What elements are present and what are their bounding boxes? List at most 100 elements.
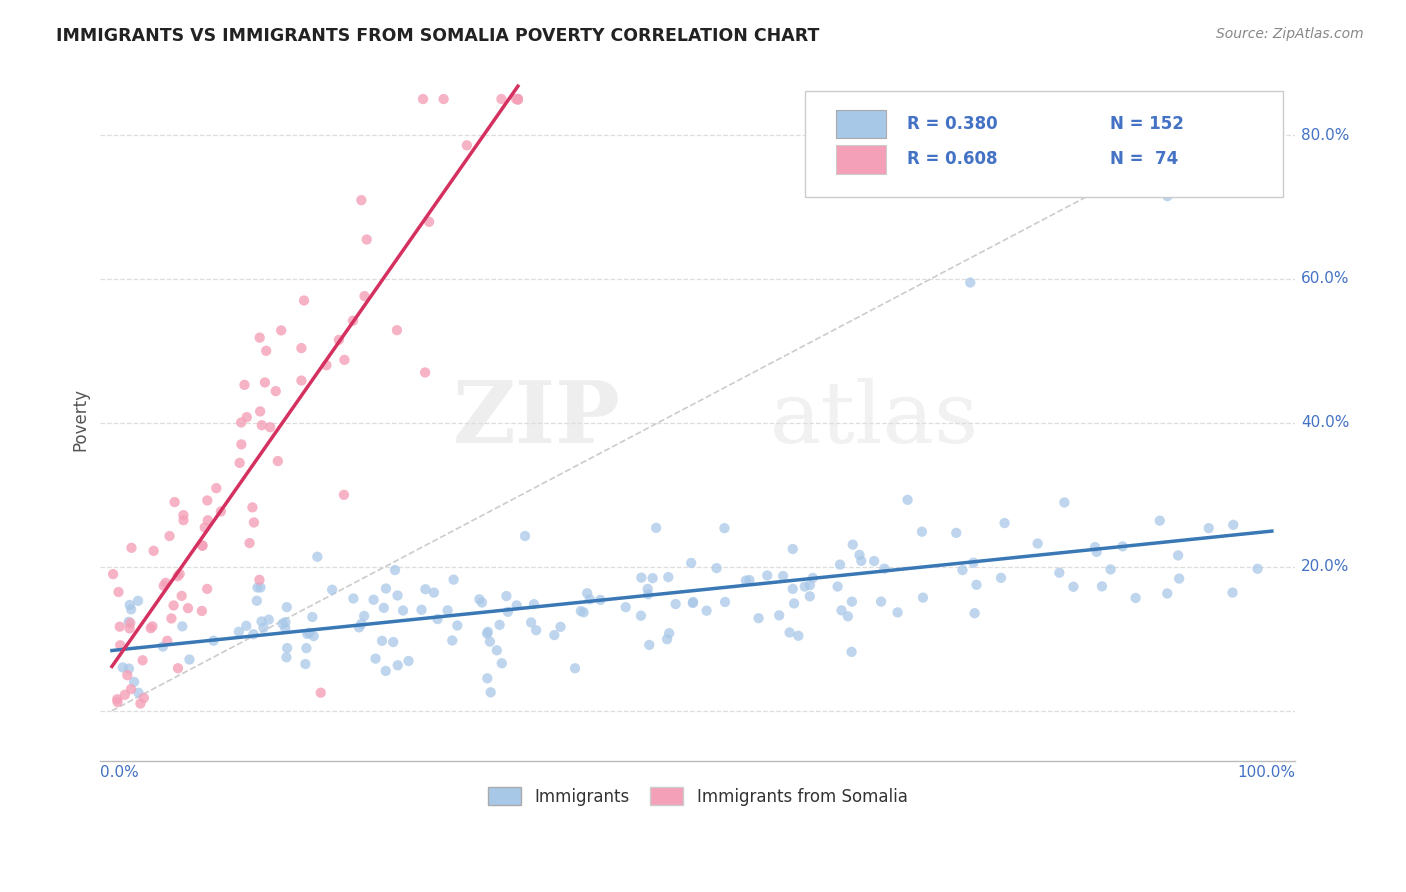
Point bbox=[131, 653, 153, 667]
Point bbox=[172, 508, 194, 522]
Point bbox=[768, 608, 790, 623]
Point bbox=[569, 604, 592, 618]
Point bbox=[1026, 536, 1049, 550]
Point bbox=[1168, 572, 1191, 586]
Point bbox=[630, 608, 652, 623]
Point bbox=[307, 549, 329, 564]
FancyBboxPatch shape bbox=[837, 145, 886, 174]
Point bbox=[209, 504, 232, 518]
Point bbox=[253, 376, 276, 390]
Point bbox=[1125, 591, 1147, 605]
Point bbox=[169, 566, 191, 581]
Point bbox=[276, 600, 298, 615]
Point bbox=[799, 590, 821, 604]
Point bbox=[252, 621, 274, 635]
Point bbox=[191, 539, 214, 553]
Point bbox=[665, 597, 688, 611]
Text: R = 0.608: R = 0.608 bbox=[907, 151, 997, 169]
Point bbox=[101, 567, 124, 582]
Text: N = 152: N = 152 bbox=[1109, 115, 1184, 133]
Point bbox=[257, 613, 280, 627]
Point bbox=[350, 616, 373, 631]
Point bbox=[298, 625, 321, 640]
Point bbox=[411, 603, 433, 617]
Point bbox=[1198, 521, 1220, 535]
Point bbox=[1053, 495, 1076, 509]
Point bbox=[302, 629, 325, 643]
Point bbox=[793, 580, 815, 594]
Point bbox=[886, 606, 908, 620]
Point bbox=[191, 539, 214, 553]
Point bbox=[505, 599, 527, 613]
Point bbox=[159, 529, 181, 543]
Point bbox=[156, 633, 179, 648]
Point bbox=[371, 633, 394, 648]
Point bbox=[799, 578, 821, 592]
Point bbox=[295, 641, 318, 656]
Point bbox=[842, 538, 865, 552]
Point bbox=[274, 615, 297, 629]
Point bbox=[328, 333, 350, 347]
Text: R = 0.380: R = 0.380 bbox=[907, 115, 997, 133]
Point bbox=[259, 420, 281, 434]
Point bbox=[572, 605, 595, 619]
Point bbox=[290, 374, 312, 388]
Point bbox=[479, 685, 502, 699]
Point bbox=[274, 621, 297, 635]
Text: N =  74: N = 74 bbox=[1109, 151, 1178, 169]
Point bbox=[132, 690, 155, 705]
Point bbox=[172, 513, 194, 527]
Point bbox=[197, 513, 219, 527]
Point bbox=[127, 594, 149, 608]
Point bbox=[576, 586, 599, 600]
Point bbox=[506, 92, 529, 106]
Point bbox=[249, 331, 271, 345]
Point bbox=[682, 596, 704, 610]
Point bbox=[152, 640, 174, 654]
Text: IMMIGRANTS VS IMMIGRANTS FROM SOMALIA POVERTY CORRELATION CHART: IMMIGRANTS VS IMMIGRANTS FROM SOMALIA PO… bbox=[56, 27, 820, 45]
Point bbox=[202, 633, 225, 648]
Point bbox=[524, 624, 547, 638]
Point bbox=[170, 589, 193, 603]
Point bbox=[1099, 562, 1122, 576]
Point bbox=[172, 619, 194, 633]
Point bbox=[238, 536, 260, 550]
Point bbox=[415, 582, 437, 597]
Point bbox=[382, 635, 405, 649]
Point bbox=[658, 626, 681, 640]
Point bbox=[249, 404, 271, 418]
Point bbox=[353, 289, 375, 303]
Point bbox=[294, 657, 316, 671]
Point bbox=[120, 682, 142, 697]
Point bbox=[290, 341, 312, 355]
Point bbox=[347, 620, 370, 634]
Point bbox=[162, 599, 184, 613]
Point bbox=[787, 629, 810, 643]
Point bbox=[657, 570, 679, 584]
Point bbox=[579, 592, 602, 607]
Point bbox=[682, 595, 704, 609]
Point bbox=[782, 582, 804, 596]
Text: ZIP: ZIP bbox=[453, 377, 620, 461]
Point bbox=[387, 658, 409, 673]
Point bbox=[107, 695, 129, 709]
Point bbox=[456, 138, 478, 153]
Point bbox=[655, 632, 678, 647]
Point bbox=[478, 634, 501, 648]
Point bbox=[118, 621, 141, 635]
Point bbox=[121, 541, 143, 555]
Point bbox=[231, 416, 253, 430]
Point bbox=[446, 618, 468, 632]
Point bbox=[436, 603, 458, 617]
Point bbox=[194, 520, 217, 534]
Point bbox=[127, 686, 149, 700]
Point bbox=[108, 620, 131, 634]
Point bbox=[243, 516, 266, 530]
Point bbox=[1047, 566, 1070, 580]
Point bbox=[301, 610, 323, 624]
Point bbox=[139, 621, 162, 635]
Text: 60.0%: 60.0% bbox=[1301, 271, 1350, 286]
Point bbox=[413, 366, 436, 380]
Point bbox=[105, 692, 128, 706]
Point bbox=[911, 591, 934, 605]
